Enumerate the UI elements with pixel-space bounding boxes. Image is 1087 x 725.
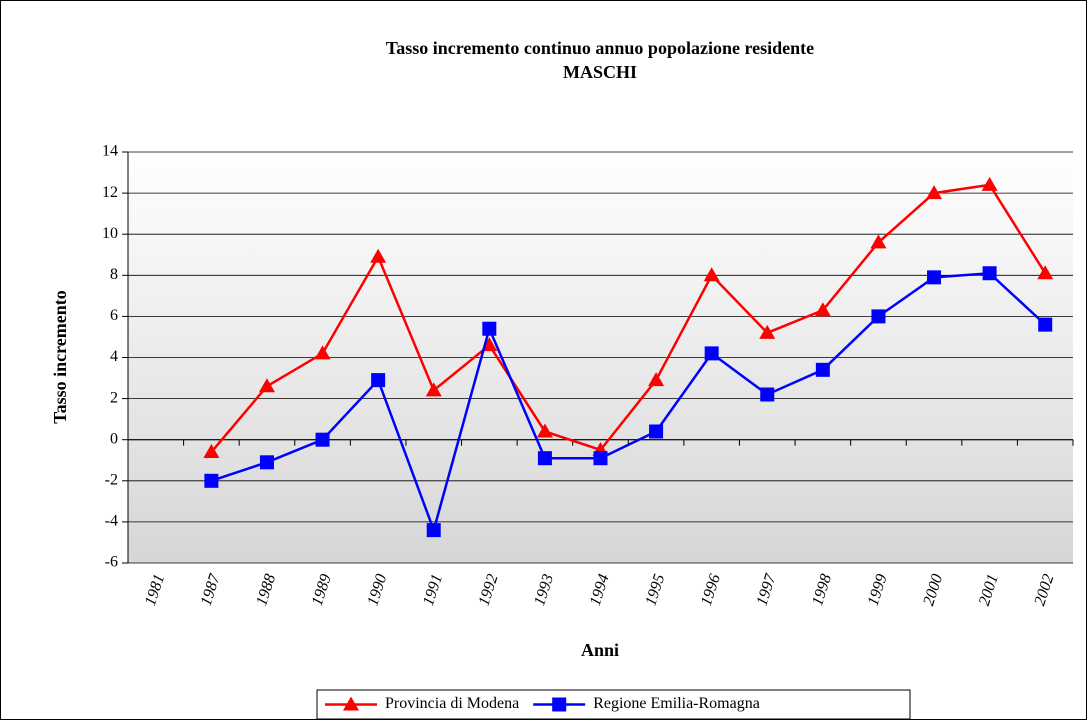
marker bbox=[204, 473, 219, 488]
marker bbox=[426, 523, 441, 538]
marker bbox=[482, 321, 497, 336]
marker bbox=[343, 696, 359, 711]
marker bbox=[759, 324, 776, 339]
legend-label: Regione Emilia-Romagna bbox=[593, 695, 760, 712]
y-tick-label: -6 bbox=[105, 554, 118, 571]
y-tick-label: -4 bbox=[105, 513, 118, 530]
marker bbox=[815, 362, 830, 377]
marker bbox=[552, 697, 567, 712]
marker bbox=[537, 451, 552, 466]
y-tick-label: 10 bbox=[102, 225, 118, 242]
y-tick-label: 2 bbox=[110, 389, 118, 406]
marker bbox=[425, 382, 442, 397]
chart-title: Tasso incremento continuo annuo popolazi… bbox=[386, 38, 814, 58]
series-line bbox=[210, 183, 1047, 453]
marker bbox=[649, 424, 664, 439]
marker bbox=[315, 432, 330, 447]
marker bbox=[593, 451, 608, 466]
marker bbox=[704, 346, 719, 361]
chart-subtitle: MASCHI bbox=[563, 62, 637, 82]
marker bbox=[258, 378, 275, 393]
marker bbox=[814, 302, 831, 317]
marker bbox=[870, 234, 887, 249]
y-tick-label: 12 bbox=[102, 184, 118, 201]
marker bbox=[536, 423, 553, 438]
marker bbox=[370, 248, 387, 263]
legend-label: Provincia di Modena bbox=[385, 695, 519, 712]
y-tick-label: -2 bbox=[105, 471, 118, 488]
x-axis-label: Anni bbox=[581, 640, 619, 660]
marker bbox=[926, 185, 943, 200]
marker bbox=[1038, 317, 1053, 332]
marker bbox=[982, 266, 997, 281]
legend-box bbox=[316, 689, 911, 720]
y-tick-label: 0 bbox=[110, 430, 118, 447]
marker bbox=[760, 387, 775, 402]
y-tick-label: 6 bbox=[110, 307, 118, 324]
series-line bbox=[210, 271, 1047, 535]
marker bbox=[203, 444, 220, 459]
y-axis-label: Tasso incremento bbox=[50, 290, 70, 424]
y-tick-label: 4 bbox=[110, 348, 118, 365]
marker bbox=[648, 372, 665, 387]
marker bbox=[259, 455, 274, 470]
marker bbox=[981, 176, 998, 191]
marker bbox=[927, 270, 942, 285]
marker bbox=[371, 373, 386, 388]
marker bbox=[871, 309, 886, 324]
marker bbox=[1037, 265, 1054, 280]
y-tick-label: 14 bbox=[102, 143, 118, 160]
marker bbox=[314, 345, 331, 360]
y-tick-label: 8 bbox=[110, 266, 118, 283]
marker bbox=[703, 267, 720, 282]
